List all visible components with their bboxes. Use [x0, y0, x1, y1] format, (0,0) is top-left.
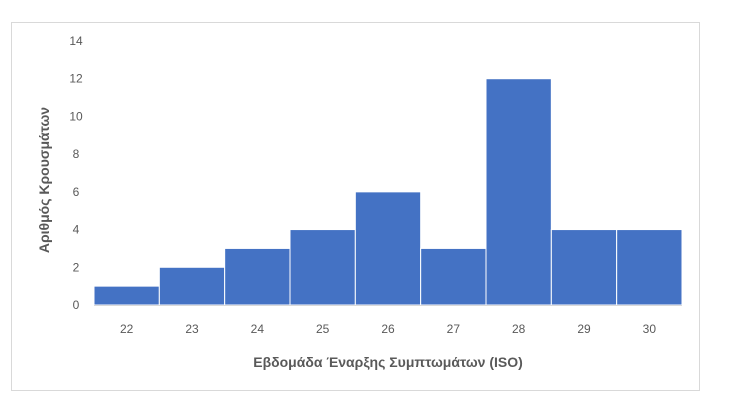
- x-tick-label: 29: [577, 322, 591, 336]
- x-tick-label: 27: [447, 322, 461, 336]
- y-tick-label: 2: [73, 260, 80, 274]
- bar-week-28: [485, 78, 552, 306]
- x-tick-labels: 22 23 24 25 26 27 28 29 30: [120, 322, 656, 336]
- y-tick-label: 6: [73, 185, 80, 199]
- x-tick-label: 25: [316, 322, 330, 336]
- bar-week-23: [158, 266, 226, 306]
- x-tick-label: 22: [120, 322, 134, 336]
- bar-week-27: [420, 247, 487, 306]
- bar-week-24: [224, 247, 291, 306]
- y-tick-labels: 0 2 4 6 8 10 12 14: [69, 34, 83, 312]
- y-axis-title: Αριθμός Κρουσμάτων: [36, 107, 52, 253]
- x-tick-label: 28: [512, 322, 526, 336]
- bar-week-29: [550, 229, 618, 306]
- x-axis-title: Εβδομάδα Έναρξης Συμπτωμάτων (ISO): [253, 354, 523, 370]
- x-tick-label: 30: [643, 322, 657, 336]
- y-tick-label: 12: [69, 72, 83, 86]
- bar-week-26: [354, 191, 422, 306]
- bar-week-25: [289, 229, 356, 306]
- y-tick-label: 8: [73, 147, 80, 161]
- bar-week-30: [616, 229, 683, 306]
- x-tick-label: 24: [251, 322, 265, 336]
- x-tick-label: 26: [381, 322, 395, 336]
- x-tick-label: 23: [185, 322, 199, 336]
- y-tick-label: 14: [69, 34, 83, 48]
- bars-group: [93, 78, 683, 306]
- y-tick-label: 10: [69, 109, 83, 123]
- bar-week-22: [93, 285, 160, 306]
- y-tick-label: 4: [73, 223, 80, 237]
- y-tick-label: 0: [73, 298, 80, 312]
